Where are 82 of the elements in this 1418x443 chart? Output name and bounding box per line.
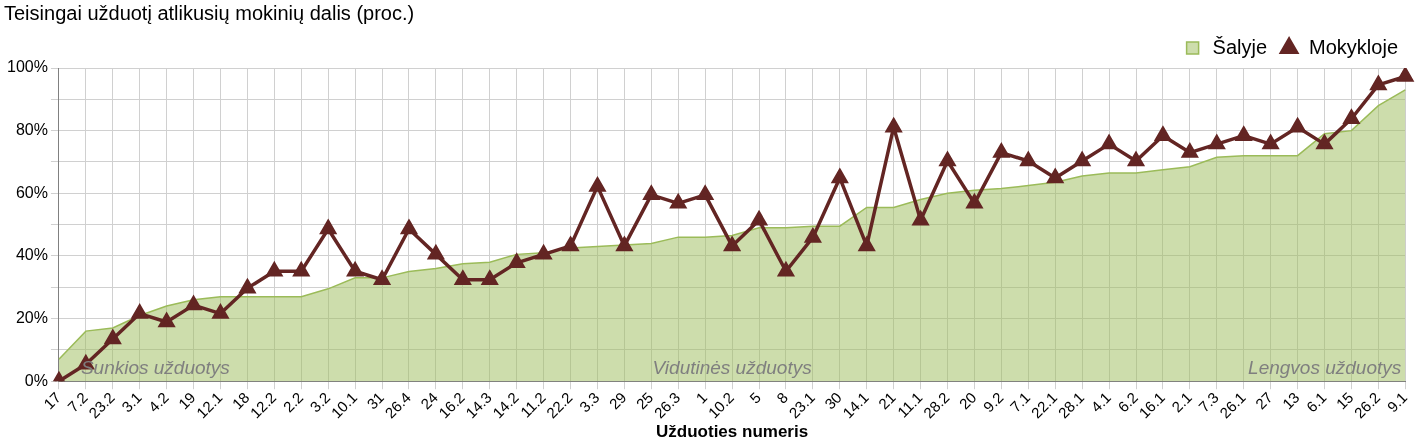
point — [939, 152, 956, 167]
point — [1047, 169, 1064, 184]
point — [185, 296, 202, 311]
legend-label: Mokykloje — [1309, 35, 1399, 58]
point — [858, 237, 875, 252]
x-tick-label: 20 — [955, 388, 980, 413]
point — [1020, 152, 1037, 167]
x-tick-label: 3.1 — [117, 388, 145, 416]
point — [374, 270, 390, 285]
point — [1182, 143, 1198, 158]
annotation: Sunkios užduotys — [80, 357, 231, 379]
chart-title: Teisingai užduotį atlikusių mokinių dalis (proc.) — [4, 1, 415, 24]
x-tick-label: 9.1 — [1383, 388, 1411, 416]
point — [777, 260, 795, 277]
point — [643, 186, 660, 201]
point — [1208, 135, 1225, 150]
x-tick-label: 6.1 — [1302, 388, 1330, 416]
point — [805, 228, 821, 243]
x-tick-label: 4.1 — [1087, 388, 1115, 416]
x-tick-label: 9.2 — [979, 388, 1007, 416]
point — [131, 304, 148, 319]
point — [885, 118, 902, 133]
x-tick-label: 21 — [874, 388, 899, 413]
point — [831, 169, 848, 184]
point — [1289, 118, 1306, 133]
x-axis-title: Užduoties numeris — [656, 422, 809, 442]
point — [212, 304, 229, 319]
point — [1397, 68, 1414, 82]
x-tick-label: 24 — [417, 388, 441, 413]
x-tick-label: 1 — [692, 388, 711, 407]
y-tick-label: 20% — [15, 308, 48, 326]
point — [1128, 152, 1144, 167]
y-tick-label: 40% — [15, 246, 48, 264]
x-tick-label: 29 — [605, 388, 630, 413]
point — [481, 270, 498, 285]
point — [455, 270, 471, 285]
annotation: Lengvos užduotys — [1248, 357, 1402, 379]
point — [993, 143, 1010, 158]
y-tick-label: 80% — [15, 121, 48, 139]
point — [158, 313, 175, 328]
point — [669, 192, 688, 209]
x-tick-label: 5 — [746, 388, 765, 407]
point — [1316, 135, 1333, 150]
point — [346, 260, 364, 277]
point — [562, 237, 579, 252]
point — [1262, 135, 1279, 150]
point — [239, 279, 256, 294]
point — [427, 243, 445, 260]
x-tick-label: 2.2 — [279, 388, 307, 416]
point — [1343, 109, 1360, 124]
y-tick-label: 0% — [24, 371, 48, 389]
point — [616, 237, 633, 252]
point — [912, 211, 929, 226]
point — [401, 220, 417, 235]
annotation: Vidutinės užduotys — [652, 357, 813, 379]
point — [965, 192, 984, 209]
point — [697, 186, 713, 201]
point — [1235, 126, 1252, 141]
x-tick-label: 17 — [40, 388, 64, 413]
point — [751, 211, 767, 226]
point — [320, 220, 336, 235]
point — [1370, 76, 1387, 91]
point — [266, 260, 284, 277]
x-tick-label: 3.3 — [575, 388, 603, 416]
point — [1155, 126, 1171, 141]
point — [292, 260, 311, 277]
y-tick-label: 60% — [15, 183, 48, 201]
point — [1101, 135, 1117, 150]
point — [534, 243, 553, 260]
x-tick-label: 2.1 — [1168, 388, 1195, 416]
x-tick-label: 27 — [1251, 388, 1276, 413]
legend-label: Šalyje — [1212, 35, 1268, 58]
point — [724, 237, 740, 252]
y-tick-label: 100% — [7, 58, 48, 76]
x-tick-label: 8 — [773, 388, 791, 407]
point — [589, 177, 606, 192]
point — [1074, 152, 1090, 167]
point — [508, 254, 525, 269]
x-tick-label: 4.2 — [144, 388, 172, 416]
point — [104, 330, 121, 345]
x-tick-label: 30 — [821, 388, 845, 413]
x-tick-label: 13 — [1278, 388, 1303, 413]
